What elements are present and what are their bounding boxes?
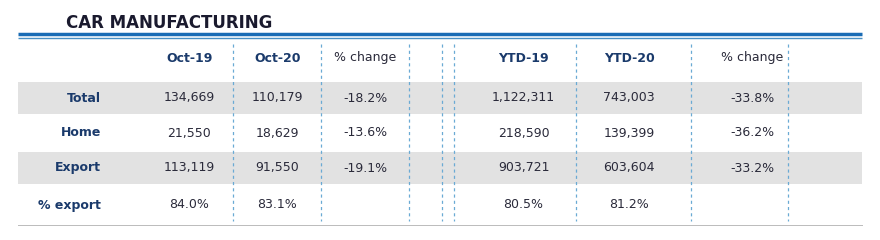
Text: 1,122,311: 1,122,311 bbox=[492, 91, 555, 104]
Text: 139,399: 139,399 bbox=[604, 126, 655, 139]
Text: YTD-19: YTD-19 bbox=[498, 52, 549, 65]
Text: 603,604: 603,604 bbox=[604, 162, 655, 174]
Text: 18,629: 18,629 bbox=[255, 126, 299, 139]
Text: Oct-20: Oct-20 bbox=[254, 52, 300, 65]
Text: 91,550: 91,550 bbox=[255, 162, 299, 174]
Text: 743,003: 743,003 bbox=[604, 91, 655, 104]
Text: -36.2%: -36.2% bbox=[730, 126, 774, 139]
Text: 83.1%: 83.1% bbox=[257, 198, 297, 211]
Text: 84.0%: 84.0% bbox=[169, 198, 209, 211]
Bar bbox=[18, 152, 862, 184]
Text: Home: Home bbox=[61, 126, 101, 139]
Text: -33.8%: -33.8% bbox=[730, 91, 774, 104]
Text: CAR MANUFACTURING: CAR MANUFACTURING bbox=[66, 14, 273, 32]
Text: Oct-19: Oct-19 bbox=[166, 52, 212, 65]
Text: Export: Export bbox=[55, 162, 101, 174]
Text: Total: Total bbox=[67, 91, 101, 104]
Text: YTD-20: YTD-20 bbox=[604, 52, 655, 65]
Text: -33.2%: -33.2% bbox=[730, 162, 774, 174]
Text: % change: % change bbox=[722, 52, 783, 65]
Text: 113,119: 113,119 bbox=[164, 162, 215, 174]
Text: -19.1%: -19.1% bbox=[343, 162, 387, 174]
Text: 21,550: 21,550 bbox=[167, 126, 211, 139]
Text: 218,590: 218,590 bbox=[498, 126, 549, 139]
Text: -13.6%: -13.6% bbox=[343, 126, 387, 139]
Text: 81.2%: 81.2% bbox=[609, 198, 649, 211]
Text: % export: % export bbox=[39, 198, 101, 211]
Text: 903,721: 903,721 bbox=[498, 162, 549, 174]
Bar bbox=[18, 82, 862, 114]
Text: 80.5%: 80.5% bbox=[503, 198, 544, 211]
Text: -18.2%: -18.2% bbox=[343, 91, 387, 104]
Text: 110,179: 110,179 bbox=[252, 91, 303, 104]
Text: 134,669: 134,669 bbox=[164, 91, 215, 104]
Text: % change: % change bbox=[334, 52, 396, 65]
